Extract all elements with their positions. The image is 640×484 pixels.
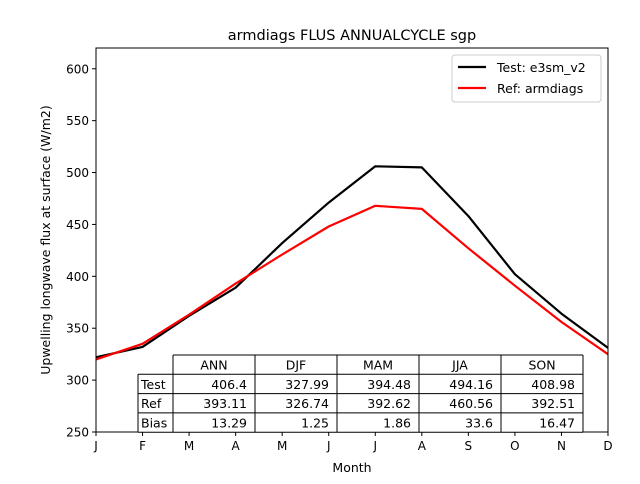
legend-label-test: Test: e3sm_v2 — [496, 60, 586, 75]
table-column-header: MAM — [363, 358, 393, 373]
y-tick-label: 350 — [66, 322, 89, 336]
x-tick-label: J — [93, 439, 98, 453]
table-column-header: DJF — [286, 358, 307, 373]
table-cell: 13.29 — [211, 415, 247, 430]
table-row-label-background — [138, 374, 173, 433]
table-column-header: SON — [528, 358, 555, 373]
x-tick-label: S — [465, 439, 473, 453]
x-tick-label: J — [372, 439, 377, 453]
x-tick-label: O — [510, 439, 519, 453]
table-cell: 16.47 — [539, 415, 575, 430]
chart-title: armdiags FLUS ANNUALCYCLE sgp — [228, 28, 476, 44]
summary-table: ANN DJF MAM JJA SON Test 406.4 327.99 394.48 494.… — [137, 354, 584, 433]
x-tick-label: J — [326, 439, 331, 453]
x-tick-label: A — [418, 439, 427, 453]
y-tick-label: 500 — [66, 166, 89, 180]
legend-box — [451, 54, 602, 103]
table-row-label: Test — [140, 377, 166, 392]
x-tick-label: F — [139, 439, 146, 453]
x-tick-label: M — [277, 439, 287, 453]
legend-label-ref: Ref: armdiags — [497, 81, 583, 96]
table-cell: 392.51 — [531, 396, 575, 411]
table-cell: 1.86 — [383, 415, 411, 430]
y-tick-label: 550 — [66, 114, 89, 128]
table-cell: 494.16 — [449, 377, 493, 392]
y-tick-label: 250 — [66, 426, 89, 440]
table-column-header: JJA — [451, 358, 468, 373]
y-axis-label: Upwelling longwave flux at surface (W/m2… — [38, 105, 53, 375]
table-cell: 327.99 — [285, 377, 329, 392]
table-cell: 408.98 — [531, 377, 575, 392]
y-tick-label: 400 — [66, 270, 89, 284]
table-row-label: Ref — [141, 396, 162, 411]
table-column-header: ANN — [200, 358, 227, 373]
table-cell: 393.11 — [203, 396, 247, 411]
table-row-label: Bias — [141, 415, 167, 430]
y-tick-label: 600 — [66, 62, 89, 76]
x-axis-label: Month — [332, 460, 371, 475]
x-tick-label: N — [557, 439, 566, 453]
table-cell: 406.4 — [211, 377, 247, 392]
table-cell: 394.48 — [367, 377, 411, 392]
table-cell: 392.62 — [367, 396, 411, 411]
x-tick-label: M — [184, 439, 194, 453]
table-cell: 33.6 — [465, 415, 493, 430]
table-cell: 1.25 — [301, 415, 329, 430]
legend: Test: e3sm_v2 Ref: armdiags — [451, 54, 602, 103]
y-tick-label: 450 — [66, 218, 89, 232]
table-cell: 460.56 — [449, 396, 493, 411]
y-tick-label: 300 — [66, 374, 89, 388]
table-cell: 326.74 — [285, 396, 329, 411]
series-line-ref — [96, 204, 608, 361]
x-tick-label: D — [603, 439, 612, 453]
x-tick-label: A — [232, 439, 241, 453]
